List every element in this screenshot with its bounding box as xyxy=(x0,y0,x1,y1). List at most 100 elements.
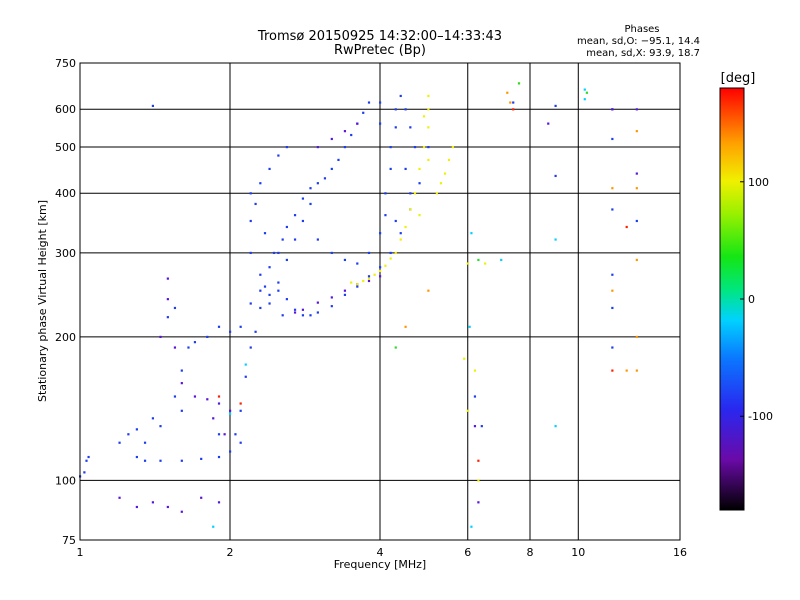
data-point xyxy=(249,302,252,305)
data-point xyxy=(309,314,312,317)
data-point xyxy=(463,357,466,360)
data-point xyxy=(285,298,288,301)
data-point xyxy=(249,219,252,223)
data-point xyxy=(399,238,402,241)
colorbar-tick-label: 100 xyxy=(748,176,769,189)
data-point xyxy=(509,101,512,104)
data-point xyxy=(309,187,312,190)
data-point xyxy=(350,281,353,284)
data-point xyxy=(379,232,382,235)
data-point xyxy=(239,402,242,405)
data-point xyxy=(301,197,305,200)
data-point xyxy=(166,316,169,319)
y-tick-label: 400 xyxy=(55,187,76,200)
data-point xyxy=(350,133,353,137)
data-point xyxy=(611,306,614,310)
data-point xyxy=(409,208,412,211)
y-tick-label: 100 xyxy=(55,474,76,487)
data-point xyxy=(277,289,280,292)
data-point xyxy=(229,412,232,415)
data-point xyxy=(268,293,271,296)
data-point xyxy=(343,130,347,133)
data-point xyxy=(309,202,312,206)
data-point xyxy=(512,108,515,111)
data-point xyxy=(249,346,252,349)
data-point xyxy=(547,122,550,125)
data-point xyxy=(356,283,359,286)
data-point xyxy=(422,115,426,118)
data-point xyxy=(379,122,382,125)
data-point xyxy=(418,214,421,217)
data-point xyxy=(206,398,209,401)
data-point xyxy=(85,459,88,462)
data-point xyxy=(259,306,262,310)
data-point xyxy=(127,433,130,436)
data-point xyxy=(159,335,162,339)
data-point xyxy=(316,182,319,185)
data-point xyxy=(554,425,557,428)
data-point xyxy=(330,167,333,171)
data-point xyxy=(611,108,614,111)
data-point xyxy=(200,496,203,499)
y-tick-labels: 75 100 200 300 400 500 600 750 xyxy=(55,57,76,547)
data-point xyxy=(259,289,262,292)
data-point xyxy=(217,501,221,504)
data-point xyxy=(427,145,430,149)
data-point xyxy=(435,192,438,195)
data-point xyxy=(173,306,177,310)
data-point xyxy=(418,167,421,171)
data-point xyxy=(239,441,242,444)
data-point xyxy=(447,158,451,162)
data-point xyxy=(83,471,86,474)
data-point xyxy=(143,441,147,444)
data-point xyxy=(259,182,262,185)
data-point xyxy=(367,101,371,104)
data-point xyxy=(389,167,392,171)
data-point xyxy=(239,325,242,328)
data-point xyxy=(554,174,557,178)
data-point xyxy=(439,182,443,185)
data-point xyxy=(212,417,215,420)
data-point xyxy=(330,305,333,308)
data-point xyxy=(135,455,138,459)
grid-lines xyxy=(80,63,680,540)
data-point xyxy=(173,395,177,398)
data-point xyxy=(512,101,515,104)
data-point xyxy=(330,296,333,299)
data-point xyxy=(404,325,407,328)
data-point xyxy=(477,258,480,262)
data-point xyxy=(285,145,288,149)
y-tick-label: 750 xyxy=(55,57,76,70)
data-point xyxy=(477,501,480,504)
x-axis-label: Frequency [MHz] xyxy=(334,558,426,571)
data-point xyxy=(263,285,267,288)
x-tick-label: 8 xyxy=(527,546,534,559)
data-point xyxy=(180,510,183,513)
phases-o-stats: mean, sd,O: −95.1, 14.4 xyxy=(577,36,700,47)
data-point xyxy=(611,208,614,211)
data-point xyxy=(323,177,327,180)
data-point xyxy=(343,145,347,149)
data-point xyxy=(611,369,614,372)
data-point xyxy=(259,273,262,276)
data-point xyxy=(583,88,586,91)
data-point xyxy=(285,225,288,229)
data-point xyxy=(249,251,252,255)
x-tick-labels: 1 2 4 6 8 10 16 xyxy=(77,546,688,559)
colorbar-label: [deg] xyxy=(721,71,756,86)
data-point xyxy=(625,369,628,372)
data-point xyxy=(473,425,477,428)
data-point xyxy=(293,311,297,314)
data-point xyxy=(389,251,392,255)
data-point xyxy=(384,264,387,267)
data-point xyxy=(135,428,138,431)
data-point xyxy=(217,395,221,398)
data-point xyxy=(229,450,232,453)
data-point xyxy=(316,301,319,304)
plot-frame xyxy=(79,62,681,541)
data-point xyxy=(404,167,407,171)
data-point xyxy=(500,258,503,262)
data-point xyxy=(263,232,267,235)
data-point xyxy=(118,496,121,499)
data-point xyxy=(635,258,638,262)
